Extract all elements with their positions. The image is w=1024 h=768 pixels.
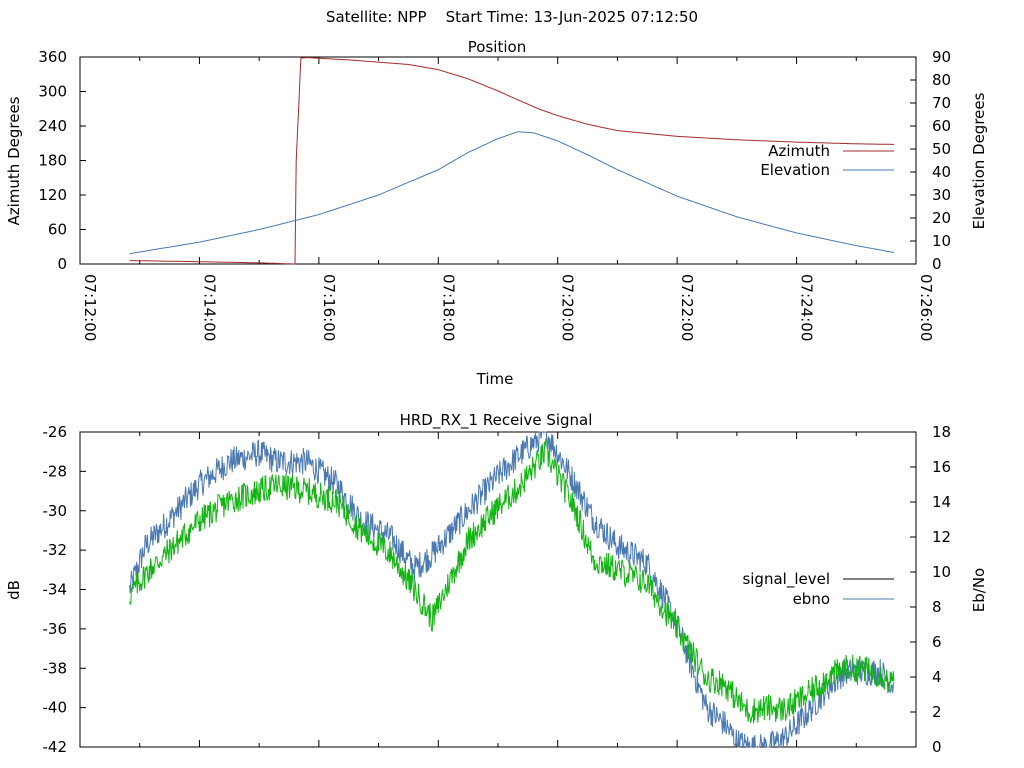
signal-right-tick-label: 8 (932, 598, 942, 616)
legend-label-elevation: Elevation (760, 161, 830, 179)
signal-left-tick-label: -32 (43, 541, 68, 559)
signal-left-tick-label: -26 (43, 423, 68, 441)
position-ylabel: Azimuth Degrees (5, 96, 23, 225)
position-time-tick-label: 07:16:00 (320, 274, 338, 341)
position-time-tick-label: 07:12:00 (81, 274, 99, 341)
position-right-tick-label: 40 (932, 163, 951, 181)
signal-left-tick-label: -40 (43, 699, 68, 717)
azimuth-line (129, 57, 894, 265)
position-tick-marks (79, 56, 917, 265)
position-panel: Position 0 60 120 180 240 300 360 0 10 20 30 40 50 6… (5, 38, 988, 388)
signal-right-tick-label: 16 (932, 458, 951, 476)
signal-right-tick-label: 4 (932, 668, 942, 686)
position-left-tick-label: 300 (38, 83, 67, 101)
signal-left-tick-labels: -26 -28 -30 -32 -34 -36 -38 -40 -42 (43, 423, 68, 756)
signal-right-tick-label: 0 (932, 738, 942, 756)
signal-left-tick-label: -36 (43, 620, 68, 638)
position-time-tick-label: 07:26:00 (917, 274, 935, 341)
position-right-tick-label: 90 (932, 48, 951, 66)
elevation-line (129, 131, 894, 255)
position-right-tick-label: 80 (932, 71, 951, 89)
position-time-tick-labels: 07:12:00 07:14:00 07:16:00 07:18:00 07:20:00… (81, 274, 935, 341)
position-left-tick-label: 360 (38, 48, 67, 66)
signal-left-tick-label: -34 (43, 581, 68, 599)
signal-legend: signal_level ebno (742, 570, 894, 608)
position-legend: Azimuth Elevation (760, 142, 894, 179)
position-right-tick-label: 0 (932, 255, 942, 273)
position-right-tick-label: 50 (932, 140, 951, 158)
signal-right-tick-label: 14 (932, 493, 951, 511)
position-y2label: Elevation Degrees (970, 92, 988, 229)
position-right-tick-label: 60 (932, 117, 951, 135)
signal-title: HRD_RX_1 Receive Signal (400, 411, 593, 430)
signal-left-tick-label: -30 (43, 502, 68, 520)
signal-left-tick-label: -28 (43, 462, 68, 480)
position-right-tick-label: 10 (932, 232, 951, 250)
signal-right-tick-label: 12 (932, 528, 951, 546)
position-left-tick-label: 0 (57, 255, 67, 273)
signal-right-tick-label: 18 (932, 423, 951, 441)
signal-panel: HRD_RX_1 Receive Signal -26-28-30-32-34-… (5, 411, 988, 756)
signal-level-line (129, 438, 895, 724)
position-time-tick-label: 07:20:00 (559, 274, 577, 341)
legend-label-signal-level: signal_level (742, 570, 830, 589)
ebno-line (129, 431, 895, 749)
signal-right-tick-label: 2 (932, 703, 942, 721)
position-xlabel: Time (476, 370, 514, 388)
signal-series (129, 431, 895, 749)
signal-left-tick-label: -42 (43, 738, 68, 756)
position-left-tick-labels: 0 60 120 180 240 300 360 (38, 48, 67, 273)
position-left-tick-label: 60 (48, 221, 67, 239)
signal-right-tick-label: 10 (932, 563, 951, 581)
position-right-tick-label: 70 (932, 94, 951, 112)
position-left-tick-label: 180 (38, 152, 67, 170)
position-right-tick-label: 20 (932, 209, 951, 227)
legend-label-azimuth: Azimuth (768, 142, 830, 160)
signal-tick-marks (79, 431, 917, 748)
signal-y2label: Eb/No (970, 568, 988, 612)
page-title: Satellite: NPP Start Time: 13-Jun-2025 0… (326, 8, 698, 26)
signal-ylabel: dB (5, 580, 23, 600)
position-right-tick-labels: 0 10 20 30 40 50 60 70 80 90 (932, 48, 951, 273)
signal-right-tick-labels: 0 2 4 6 8 10 12 14 16 18 (932, 423, 951, 756)
position-left-tick-label: 120 (38, 186, 67, 204)
position-right-tick-label: 30 (932, 186, 951, 204)
position-time-tick-label: 07:18:00 (439, 274, 457, 341)
position-title: Position (468, 38, 526, 56)
position-series (129, 57, 894, 265)
legend-label-ebno: ebno (793, 590, 830, 608)
position-time-tick-label: 07:24:00 (798, 274, 816, 341)
position-left-tick-label: 240 (38, 117, 67, 135)
signal-right-tick-label: 6 (932, 633, 942, 651)
position-time-tick-label: 07:14:00 (200, 274, 218, 341)
signal-left-tick-label: -38 (43, 659, 68, 677)
position-time-tick-label: 07:22:00 (678, 274, 696, 341)
